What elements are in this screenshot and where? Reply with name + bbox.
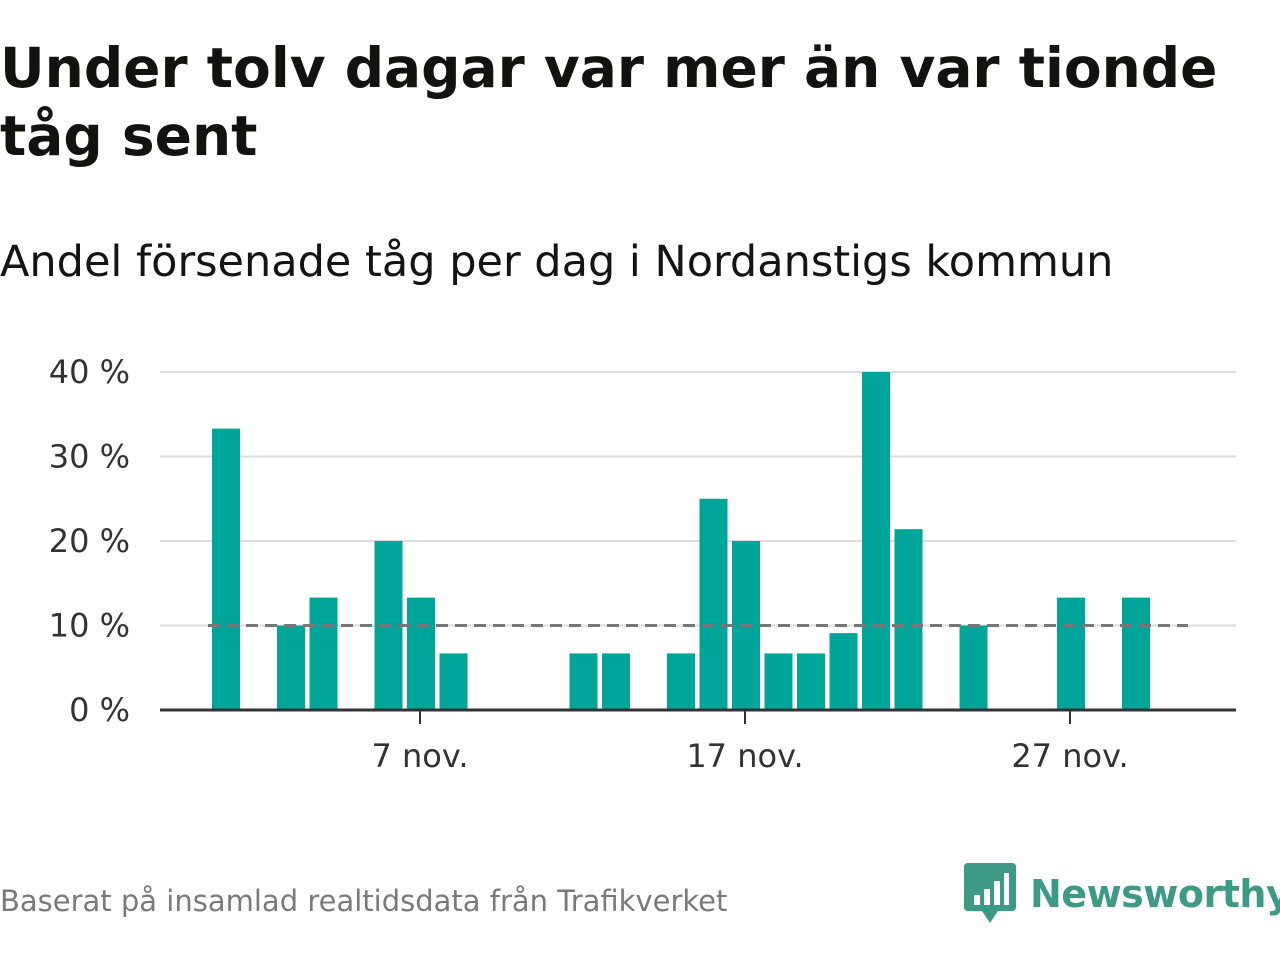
bar — [569, 653, 598, 710]
y-tick-label: 0 % — [69, 691, 130, 729]
gridlines — [160, 371, 1236, 627]
x-tick-label: 27 nov. — [1011, 737, 1128, 775]
bar — [602, 653, 630, 710]
bar — [797, 653, 825, 710]
bar — [894, 529, 923, 710]
chart-subtitle: Andel försenade tåg per dag i Nordanstig… — [0, 237, 1114, 287]
y-axis-labels: 0 % 10 % 20 % 30 % 40 % — [49, 353, 130, 729]
bar — [309, 597, 338, 710]
x-axis: 7 nov. 17 nov. 27 nov. — [160, 708, 1236, 775]
bar — [1122, 597, 1150, 710]
bar — [862, 372, 890, 710]
y-tick-label: 20 % — [49, 522, 130, 560]
bar — [959, 625, 988, 710]
bar — [277, 625, 305, 710]
bar — [407, 597, 435, 710]
bar — [667, 653, 695, 710]
bar — [1057, 597, 1085, 710]
bar — [829, 633, 858, 710]
bar — [439, 653, 468, 710]
bar — [699, 498, 728, 710]
bar — [212, 428, 240, 710]
y-tick-label: 40 % — [49, 353, 130, 391]
x-tick-label: 17 nov. — [686, 737, 803, 775]
y-tick-label: 30 % — [49, 438, 130, 476]
y-tick-label: 10 % — [49, 607, 130, 645]
bar-chart: 0 % 10 % 20 % 30 % 40 % 7 nov. 17 nov. 27 nov. — [49, 353, 1236, 775]
source-note: Baserat på insamlad realtidsdata från Tr… — [0, 884, 728, 918]
x-tick-label: 7 nov. — [371, 737, 468, 775]
brand-logo: Newsworthy — [964, 862, 1280, 926]
newsworthy-logo-icon — [964, 863, 1016, 923]
bars — [212, 372, 1150, 710]
brand-name: Newsworthy — [1030, 872, 1280, 916]
bar — [764, 653, 793, 710]
chart-title: Under tolv dagar var mer än var tionde t… — [0, 36, 1218, 168]
